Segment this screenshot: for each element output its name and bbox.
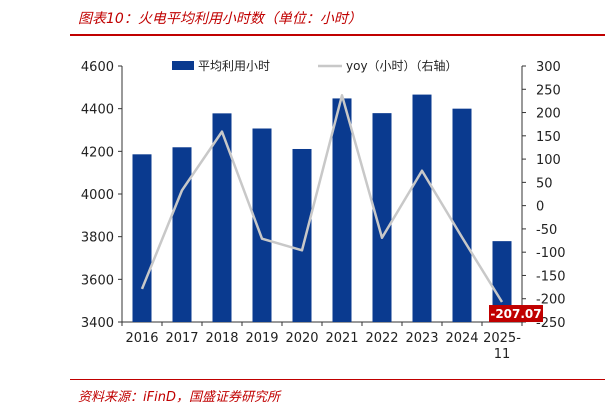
x-tick-label: 2025- [483,331,521,346]
right-tick-label: 300 [536,60,561,75]
x-tick-label: 2019 [245,331,278,346]
legend-bar-label: 平均利用小时 [198,59,270,73]
bar [372,113,392,322]
bar [292,148,312,322]
x-tick-label: 2022 [365,331,398,346]
legend-bar-swatch [172,61,194,70]
bar [452,108,472,323]
left-tick-label: 3600 [81,273,114,288]
x-tick-label: 2023 [405,331,438,346]
callout-box [489,305,543,323]
x-tick-label: 2020 [285,331,318,346]
x-tick-label: 2021 [325,331,358,346]
right-tick-label: -250 [536,316,566,331]
right-tick-label: 250 [536,83,561,98]
x-tick-label: 2018 [205,331,238,346]
right-tick-label: 0 [536,200,544,215]
source-note: 资料来源：iFinD，国盛证券研究所 [78,390,280,405]
left-tick-label: 4400 [81,103,114,118]
bar [132,154,152,322]
x-tick-label: 2017 [165,331,198,346]
chart-legend: 平均利用小时 yoy（小时）（右轴） [172,58,458,73]
bar [412,94,432,322]
legend-line-label: yoy（小时）（右轴） [346,58,458,73]
figure-title: 图表10：火电平均利用小时数（单位：小时） [78,11,362,27]
x-tick-label: 2016 [125,331,158,346]
bar [492,241,512,322]
bar [212,113,232,322]
left-tick-label: 4600 [81,60,114,75]
right-tick-label: -200 [536,293,566,308]
yoy-line [140,94,504,303]
callout-label: -207.07 [490,307,541,321]
bar-series [132,94,512,323]
right-tick-label: -150 [536,269,566,284]
left-tick-label: 3800 [81,231,114,246]
callout: -207.07 [489,305,543,323]
chart-axes: 3400 3600 3800 4000 4200 4400 4600 -250 -200 -150… [81,60,566,362]
right-tick-label: 200 [536,107,561,122]
right-tick-label: 100 [536,153,561,168]
right-tick-label: 50 [536,176,553,191]
x-tick-label: 2024 [445,331,478,346]
title-rule [70,34,605,36]
right-tick-label: -100 [536,246,566,261]
x-tick-label: 11 [494,347,511,362]
right-tick-label: -50 [536,223,557,238]
line-series [140,94,504,303]
right-tick-label: 150 [536,130,561,145]
left-tick-label: 3400 [81,316,114,331]
left-tick-label: 4000 [81,188,114,203]
source-rule [70,379,605,380]
left-tick-label: 4200 [81,145,114,160]
bar [172,147,192,322]
bar [332,98,352,322]
bar [252,128,272,322]
